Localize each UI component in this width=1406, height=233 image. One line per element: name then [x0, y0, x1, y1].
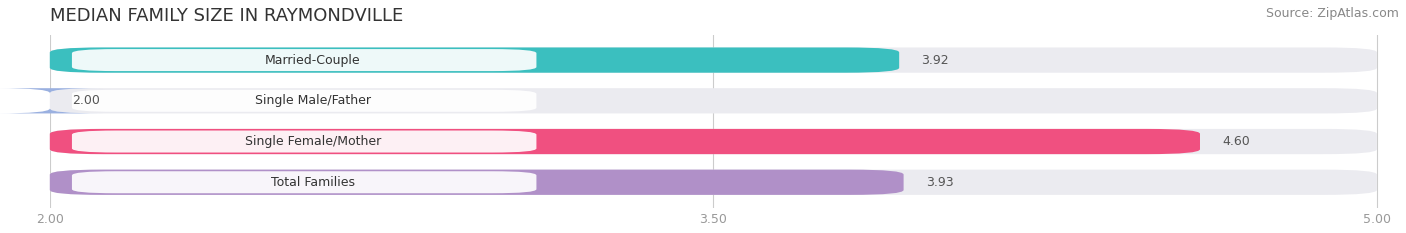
- Text: 3.93: 3.93: [925, 176, 953, 189]
- Text: Single Male/Father: Single Male/Father: [254, 94, 371, 107]
- Text: 3.92: 3.92: [921, 54, 949, 67]
- Text: Total Families: Total Families: [271, 176, 356, 189]
- FancyBboxPatch shape: [0, 88, 103, 113]
- Text: 2.00: 2.00: [72, 94, 100, 107]
- Text: Source: ZipAtlas.com: Source: ZipAtlas.com: [1265, 7, 1399, 20]
- FancyBboxPatch shape: [72, 49, 537, 71]
- FancyBboxPatch shape: [72, 130, 537, 153]
- FancyBboxPatch shape: [49, 48, 900, 73]
- FancyBboxPatch shape: [72, 90, 537, 112]
- FancyBboxPatch shape: [49, 170, 1376, 195]
- Text: 4.60: 4.60: [1222, 135, 1250, 148]
- FancyBboxPatch shape: [49, 129, 1376, 154]
- FancyBboxPatch shape: [49, 129, 1199, 154]
- FancyBboxPatch shape: [72, 171, 537, 193]
- FancyBboxPatch shape: [49, 170, 904, 195]
- Text: Single Female/Mother: Single Female/Mother: [245, 135, 381, 148]
- FancyBboxPatch shape: [49, 88, 1376, 113]
- Text: MEDIAN FAMILY SIZE IN RAYMONDVILLE: MEDIAN FAMILY SIZE IN RAYMONDVILLE: [49, 7, 404, 25]
- FancyBboxPatch shape: [49, 48, 1376, 73]
- Text: Married-Couple: Married-Couple: [266, 54, 361, 67]
